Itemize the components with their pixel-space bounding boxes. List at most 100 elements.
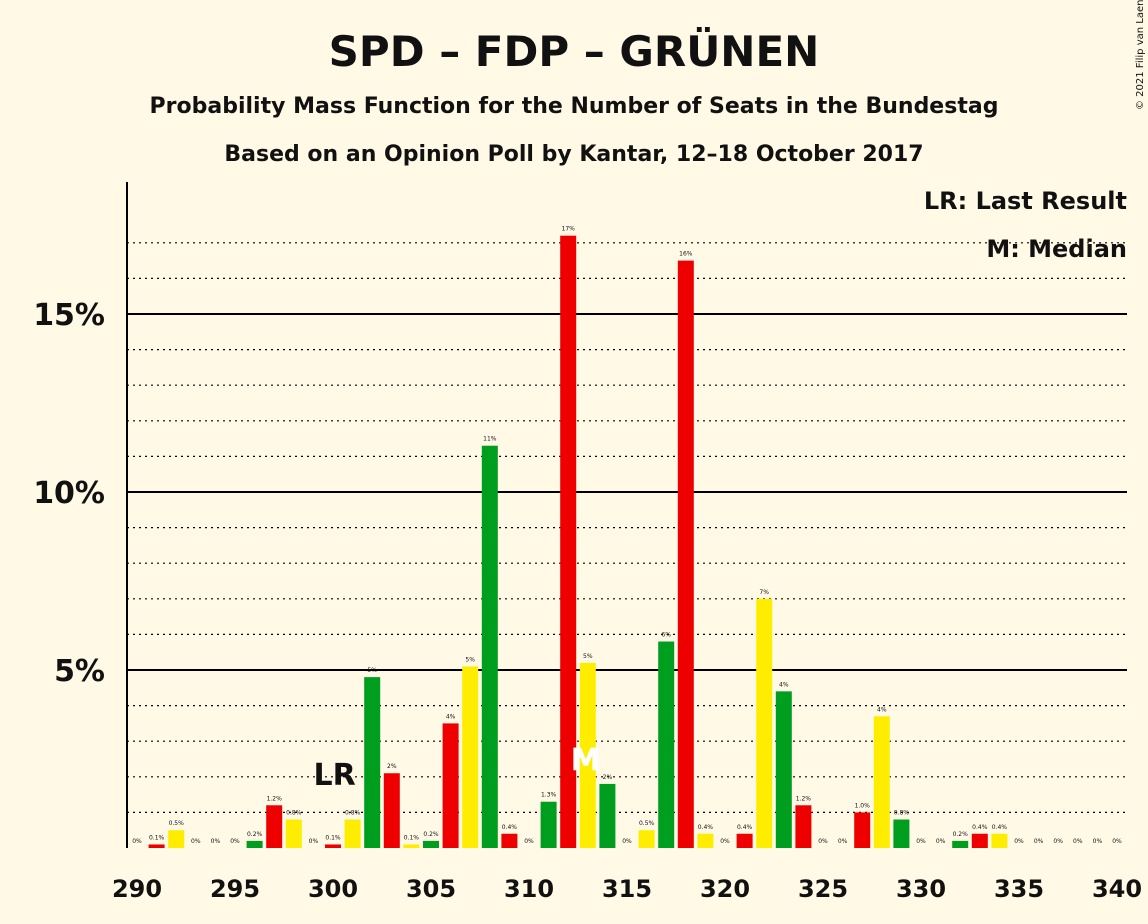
bar-324: [795, 805, 812, 848]
legend-median: M: Median: [986, 235, 1127, 263]
bar-label-336: 0%: [1034, 838, 1044, 845]
bar-label-299: 0%: [309, 838, 319, 845]
bar-label-317: 6%: [661, 632, 671, 639]
bar-296: [246, 840, 263, 848]
bar-label-313: 5%: [583, 653, 593, 660]
bar-300: [325, 844, 341, 848]
bar-label-334: 0.4%: [992, 824, 1008, 831]
chart-title: SPD – FDP – GRÜNEN: [329, 26, 820, 76]
bar-label-302: 5%: [367, 667, 377, 674]
bar-305: [423, 840, 439, 848]
bar-label-318: 16%: [679, 251, 693, 258]
y-axis-ticks: 5% 10% 15%: [33, 298, 105, 689]
x-tick-label: 340: [1092, 875, 1142, 903]
bar-label-305: 0.2%: [423, 831, 439, 838]
bar-label-291: 0.1%: [149, 834, 165, 841]
last-result-marker: LR: [313, 758, 355, 793]
y-tick-label: 5%: [54, 654, 105, 689]
bar-label-333: 0.4%: [972, 824, 988, 831]
bar-label-293: 0%: [191, 838, 201, 845]
bar-label-310: 0%: [524, 838, 534, 845]
x-tick-label: 335: [994, 875, 1044, 903]
x-tick-label: 305: [406, 875, 456, 903]
x-tick-label: 320: [700, 875, 750, 903]
bar-label-331: 0%: [936, 838, 946, 845]
bar-label-330: 0%: [916, 838, 926, 845]
bar-333: [971, 833, 988, 848]
bar-label-295: 0%: [230, 838, 240, 845]
bar-323: [775, 691, 792, 848]
bar-label-303: 2%: [387, 763, 397, 770]
bar-label-338: 0%: [1073, 838, 1083, 845]
bar-label-319: 0.4%: [698, 824, 714, 831]
median-marker: M: [571, 743, 601, 778]
bar-label-297: 1.2%: [267, 795, 283, 802]
bar-label-311: 1.3%: [541, 792, 557, 799]
bar-label-326: 0%: [838, 838, 848, 845]
bar-314: [599, 783, 616, 848]
chart-subtitle-poll: Based on an Opinion Poll by Kantar, 12–1…: [224, 142, 923, 167]
bar-311: [540, 801, 557, 848]
bar-327: [854, 812, 871, 848]
bar-label-332: 0.2%: [953, 831, 969, 838]
bar-label-323: 4%: [779, 681, 789, 688]
bar-302: [364, 677, 381, 848]
bar-306: [442, 723, 459, 848]
bar-label-300: 0.1%: [325, 834, 341, 841]
bar-label-328: 4%: [877, 706, 887, 713]
y-tick-label: 15%: [33, 298, 105, 333]
bar-304: [403, 844, 420, 848]
bar-label-307: 5%: [465, 656, 475, 663]
bar-label-337: 0%: [1053, 838, 1063, 845]
bar-label-315: 0%: [622, 838, 632, 845]
x-tick-label: 310: [504, 875, 554, 903]
bar-label-309: 0.4%: [502, 824, 518, 831]
bar-label-339: 0%: [1093, 838, 1103, 845]
bar-329: [893, 819, 910, 848]
bar-303: [383, 773, 400, 848]
legend-last-result: LR: Last Result: [924, 187, 1127, 215]
bar-label-329: 0.8%: [894, 810, 910, 817]
bar-319: [697, 833, 714, 848]
bar-328: [873, 716, 890, 848]
bar-309: [501, 833, 518, 848]
bar-label-294: 0%: [211, 838, 221, 845]
chart-subtitle: Probability Mass Function for the Number…: [150, 94, 999, 119]
x-tick-label: 290: [112, 875, 162, 903]
bar-label-308: 11%: [483, 436, 497, 443]
bar-label-314: 2%: [603, 774, 613, 781]
bar-label-325: 0%: [818, 838, 828, 845]
bar-label-298: 0.8%: [286, 810, 302, 817]
bar-label-292: 0.5%: [169, 820, 185, 827]
gridlines: [127, 242, 1127, 814]
bar-labels: 0% 0.1% 0.5% 0% 0% 0% 0.2% 1.2% 0.8% 0% 0.1% 0.8% 5%…: [132, 226, 1122, 845]
bar-label-335: 0%: [1014, 838, 1024, 845]
x-tick-label: 325: [798, 875, 848, 903]
x-axis-ticks: 290 295 300 305 310 315 320 325 330 335 340: [112, 875, 1142, 903]
bar-label-316: 0.5%: [639, 820, 655, 827]
bar-312: [560, 235, 577, 848]
bar-label-296: 0.2%: [247, 831, 263, 838]
bar-label-327: 1.0%: [855, 802, 871, 809]
x-tick-label: 300: [308, 875, 358, 903]
bar-label-304: 0.1%: [404, 834, 420, 841]
bar-298: [285, 819, 302, 848]
x-tick-label: 295: [210, 875, 260, 903]
bar-317: [658, 641, 675, 848]
bar-label-320: 0%: [720, 838, 730, 845]
bar-301: [344, 819, 361, 848]
bar-label-290: 0%: [132, 838, 142, 845]
bar-318: [677, 260, 694, 849]
copyright-notice: © 2021 Filip van Laenen: [1135, 0, 1146, 110]
bar-297: [266, 805, 283, 848]
bar-291: [148, 844, 165, 848]
bar-307: [462, 666, 479, 848]
y-tick-label: 10%: [33, 476, 105, 511]
bar-label-321: 0.4%: [737, 824, 753, 831]
bar-334: [991, 833, 1008, 848]
bar-316: [638, 830, 655, 848]
bar-308: [481, 445, 498, 848]
bars: [148, 235, 1008, 849]
bar-label-312: 17%: [562, 226, 576, 233]
